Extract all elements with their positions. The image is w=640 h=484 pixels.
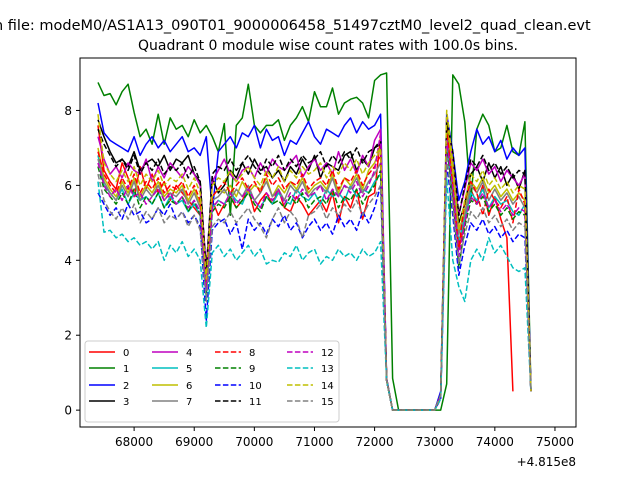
legend-label-0: 0 <box>123 348 129 359</box>
series-line-13 <box>97 177 532 411</box>
x-tick-label: 69000 <box>175 435 213 449</box>
legend-label-5: 5 <box>186 364 192 375</box>
x-tick-label: 71000 <box>295 435 333 449</box>
series-line-1 <box>97 72 532 411</box>
legend-label-10: 10 <box>249 381 262 392</box>
legend-label-13: 13 <box>321 364 334 375</box>
legend-label-15: 15 <box>321 397 334 408</box>
x-axis-offset-label: +4.815e8 <box>517 455 576 469</box>
x-tick-label: 70000 <box>235 435 273 449</box>
series-line-2 <box>97 102 532 411</box>
y-tick-label: 2 <box>64 329 72 343</box>
x-tick-label: 74000 <box>476 435 514 449</box>
series-line-11 <box>97 120 532 411</box>
legend-label-12: 12 <box>321 348 334 359</box>
legend-label-9: 9 <box>249 364 255 375</box>
series-line-10 <box>97 162 532 411</box>
legend-label-3: 3 <box>123 397 129 408</box>
legend-label-8: 8 <box>249 348 255 359</box>
x-axis: 68000 69000 70000 71000 72000 73000 74000 75000 <box>115 427 574 449</box>
legend-frame <box>84 340 340 423</box>
y-tick-label: 0 <box>64 404 72 418</box>
legend-label-4: 4 <box>186 348 192 359</box>
x-tick-label: 73000 <box>416 435 454 449</box>
legend-label-6: 6 <box>186 381 192 392</box>
y-tick-label: 8 <box>64 104 72 118</box>
x-tick-label: 72000 <box>356 435 394 449</box>
y-tick-label: 6 <box>64 179 72 193</box>
y-axis: 0 2 4 6 8 <box>64 104 80 418</box>
legend-label-1: 1 <box>123 364 129 375</box>
series-line-3 <box>97 119 532 411</box>
plot-frame <box>79 57 577 428</box>
y-tick-label: 4 <box>64 254 72 268</box>
series-layer <box>97 72 532 411</box>
legend-label-14: 14 <box>321 381 334 392</box>
series-line-12 <box>97 132 532 411</box>
legend-label-2: 2 <box>123 381 129 392</box>
series-line-15 <box>97 154 532 411</box>
series-line-7 <box>97 135 532 411</box>
figure-suptitle: n file: modeM0/AS1A13_090T01_9000006458_… <box>0 18 591 34</box>
series-line-14 <box>97 109 532 411</box>
legend-label-11: 11 <box>249 397 262 408</box>
chart-title: Quadrant 0 module wise count rates with … <box>138 38 518 54</box>
x-tick-label: 75000 <box>536 435 574 449</box>
x-tick-label: 68000 <box>115 435 153 449</box>
legend-label-7: 7 <box>186 397 192 408</box>
